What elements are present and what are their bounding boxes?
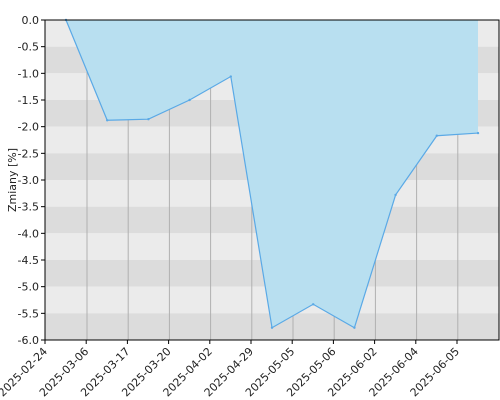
y-tick-label: 0.0 bbox=[22, 14, 40, 27]
y-tick-label: -0.5 bbox=[18, 41, 39, 54]
y-tick-label: -3.0 bbox=[18, 174, 39, 187]
y-tick-label: -4.0 bbox=[18, 227, 39, 240]
data-point bbox=[435, 134, 438, 137]
y-tick-label: -2.5 bbox=[18, 147, 39, 160]
y-tick-label: -2.0 bbox=[18, 121, 39, 134]
data-point bbox=[188, 98, 191, 102]
y-tick-label: -1.5 bbox=[18, 94, 39, 107]
data-point bbox=[394, 193, 397, 197]
y-axis-label: Zmiany [%] bbox=[6, 148, 19, 212]
data-point bbox=[229, 75, 232, 78]
x-axis-ticks: 2025-02-242025-03-062025-03-172025-03-20… bbox=[0, 340, 462, 399]
data-point bbox=[353, 326, 356, 329]
data-point bbox=[476, 131, 480, 135]
y-tick-label: -5.5 bbox=[18, 307, 39, 320]
data-point bbox=[106, 119, 109, 122]
data-point bbox=[270, 326, 274, 329]
y-axis-ticks: 0.0 -0.5 -1.0 -1.5 -2.0 -2.5 -3.0 -3.5 -4.0 -4.5 -… bbox=[18, 14, 45, 347]
data-points bbox=[64, 18, 480, 329]
y-tick-label: -5.0 bbox=[18, 281, 39, 294]
area-fill bbox=[66, 20, 478, 328]
y-tick-label: -1.0 bbox=[18, 67, 39, 80]
y-tick-label: -6.0 bbox=[18, 334, 39, 347]
data-point bbox=[147, 118, 150, 121]
data-point bbox=[312, 303, 315, 306]
y-tick-label: -3.5 bbox=[18, 201, 39, 214]
y-tick-label: -4.5 bbox=[18, 254, 39, 267]
